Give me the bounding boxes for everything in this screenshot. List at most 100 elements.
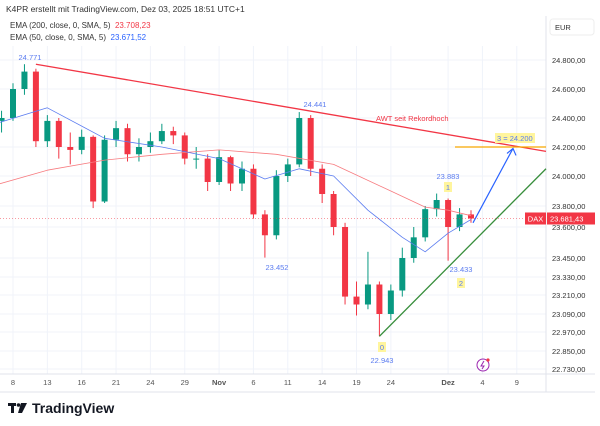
candle-body	[44, 120, 51, 142]
target-label-bg	[495, 133, 535, 143]
tradingview-logo: TradingView	[8, 400, 114, 416]
candle-body	[32, 71, 39, 142]
last-price-label: 23.681,43	[550, 214, 583, 223]
candle-body	[456, 214, 463, 227]
y-tick-label: 24.000,00	[552, 172, 585, 181]
candle-body	[296, 118, 303, 165]
mid-high-label: 24.441	[304, 100, 327, 109]
x-tick-label: 11	[284, 378, 292, 387]
x-tick-label: 19	[352, 378, 360, 387]
y-tick-label: 22.970,00	[552, 328, 585, 337]
x-tick-label: Dez	[441, 378, 455, 387]
legend-label: EMA (50, close, 0, SMA, 5)	[10, 33, 107, 42]
candle-body	[239, 168, 245, 184]
indicator-legend: EMA (200, close, 0, SMA, 5) 23.708,23 EM…	[10, 20, 151, 44]
wave2-badge	[457, 278, 465, 288]
candle-body	[227, 157, 234, 184]
x-tick-label: 6	[251, 378, 255, 387]
wave2-price-label: 23.433	[450, 265, 473, 274]
wave1-price-label: 23.883	[437, 172, 460, 181]
x-tick-label: 24	[146, 378, 154, 387]
candle-body	[78, 136, 85, 150]
candle-body	[113, 128, 120, 140]
x-tick-label: 21	[112, 378, 120, 387]
candle-body	[342, 227, 349, 297]
candle-body	[387, 290, 394, 314]
wave2-label: 2	[459, 279, 463, 288]
x-tick-label: 29	[181, 378, 189, 387]
y-tick-label: 22.730,00	[552, 365, 585, 374]
symbol-tag	[525, 212, 546, 225]
candle-body	[250, 168, 257, 215]
y-tick-label: 23.800,00	[552, 202, 585, 211]
y-tick-label: 22.850,00	[552, 347, 585, 356]
x-tick-label: Nov	[212, 378, 227, 387]
candle-body	[353, 296, 360, 305]
candle-body	[181, 135, 188, 159]
candle-body	[422, 209, 429, 238]
ema200-line	[0, 149, 472, 217]
candle-body	[193, 158, 200, 160]
currency-box	[549, 18, 595, 36]
x-tick-label: 4	[480, 378, 484, 387]
candle-body	[273, 176, 280, 236]
symbol-label: DAX	[528, 214, 543, 223]
y-tick-label: 23.090,00	[552, 310, 585, 319]
legend-label: EMA (200, close, 0, SMA, 5)	[10, 21, 111, 30]
low-label: 22.943	[371, 356, 394, 365]
x-tick-label: 8	[11, 378, 15, 387]
notification-dot	[486, 358, 490, 362]
ema50-line	[0, 107, 472, 253]
candle-body	[468, 214, 474, 219]
plot-area	[0, 46, 546, 374]
lightning-icon	[476, 358, 490, 372]
candle-body	[433, 200, 440, 210]
currency-label: EUR	[555, 23, 571, 32]
mid-low-label: 23.452	[266, 263, 289, 272]
candle-body	[445, 200, 452, 227]
legend-ema200[interactable]: EMA (200, close, 0, SMA, 5) 23.708,23	[10, 20, 151, 32]
candle-body	[399, 258, 406, 291]
candle-body	[21, 71, 28, 89]
candle-body	[216, 157, 223, 182]
y-tick-label: 24.200,00	[552, 143, 585, 152]
wave1-label: 1	[446, 183, 450, 192]
y-tick-label: 23.330,00	[552, 273, 585, 282]
candle-body	[330, 194, 337, 227]
candle-body	[90, 136, 97, 202]
resistance-label: AWT seit Rekordhoch	[376, 114, 449, 123]
y-tick-label: 24.800,00	[552, 56, 585, 65]
legend-ema50[interactable]: EMA (50, close, 0, SMA, 5) 23.671,52	[10, 32, 151, 44]
x-tick-label: 9	[515, 378, 519, 387]
lightning-bolt-icon	[480, 360, 485, 370]
candle-body	[170, 131, 177, 136]
candle-body	[10, 89, 16, 118]
candle-body	[67, 147, 74, 150]
x-tick-label: 14	[318, 378, 326, 387]
candle-body	[135, 147, 142, 155]
y-tick-label: 23.600,00	[552, 223, 585, 232]
candle-body	[284, 164, 291, 176]
x-tick-label: 24	[387, 378, 395, 387]
candle-body	[364, 284, 371, 305]
legend-value: 23.708,23	[114, 21, 151, 30]
y-tick-label: 23.210,00	[552, 291, 585, 300]
candle-body	[319, 168, 326, 194]
wave1-badge	[444, 182, 452, 192]
candle-body	[410, 237, 417, 258]
high-label: 24.771	[19, 53, 42, 62]
resistance-trendline	[35, 63, 547, 152]
y-tick-label: 23.450,00	[552, 254, 585, 263]
y-tick-label: 24.400,00	[552, 114, 585, 123]
brand-name: TradingView	[32, 400, 115, 416]
tv-logo-icon	[8, 403, 27, 413]
target-label: 3 = 24.200	[497, 134, 533, 143]
chart-caption: K4PR erstellt mit TradingView.com, Dez 0…	[6, 4, 245, 14]
x-tick-label: 16	[78, 378, 86, 387]
candle-body	[204, 158, 211, 182]
projection-arrow	[472, 148, 514, 224]
x-tick-label: 13	[43, 378, 51, 387]
last-price-tag	[547, 212, 595, 225]
candle-body	[124, 128, 131, 155]
